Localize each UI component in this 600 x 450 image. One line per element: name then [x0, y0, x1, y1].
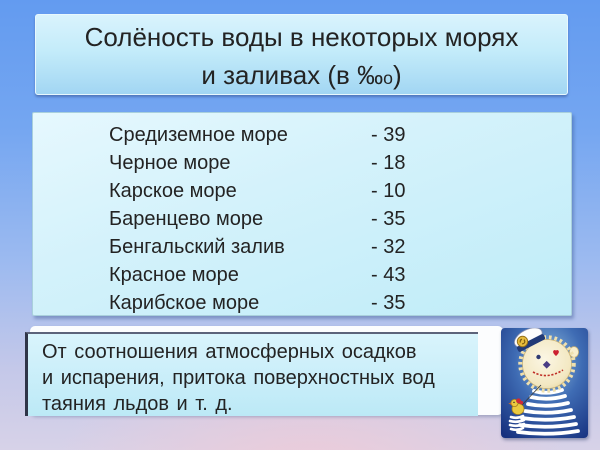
sea-name: Баренцево море: [109, 207, 264, 230]
list-item: Черное море - 18: [109, 149, 571, 177]
sea-value: - 10: [371, 179, 406, 202]
sea-value: - 39: [371, 123, 406, 146]
title-line-2-suffix: ): [392, 60, 402, 90]
sea-name: Бенгальский залив: [109, 235, 285, 258]
title-permille-small-o: о: [383, 68, 393, 88]
salinity-list-box: Средиземное море - 39 Черное море - 18 К…: [32, 112, 572, 316]
sea-value: - 32: [371, 235, 406, 258]
list-item: Карское море - 10: [109, 177, 571, 205]
title-line-1: Солёность воды в некоторых морях: [84, 22, 519, 52]
list-item: Средиземное море - 39: [109, 121, 571, 149]
factors-line-1: От соотношения атмосферных осадков: [42, 341, 417, 363]
list-item: Бенгальский залив - 32: [109, 233, 571, 261]
sea-name: Черное море: [109, 151, 231, 174]
sea-value: - 35: [371, 291, 406, 314]
list-item: Красное море - 43: [109, 261, 571, 289]
factors-line-2: и испарения, притока поверхностных вод: [42, 367, 435, 389]
sea-name: Средиземное море: [109, 123, 288, 146]
sea-name: Карское море: [109, 179, 237, 202]
title-line-2-prefix: и заливах (в ‰: [201, 60, 384, 90]
factors-line-3: таяния льдов и т. д.: [42, 393, 233, 415]
sea-value: - 43: [371, 263, 406, 286]
sea-name: Карибское море: [109, 291, 260, 314]
list-item: Карибское море - 35: [109, 289, 571, 317]
list-item: Баренцево море - 35: [109, 205, 571, 233]
sea-value: - 18: [371, 151, 406, 174]
factors-text-box: От соотношения атмосферных осадков и исп…: [25, 332, 478, 416]
sea-value: - 35: [371, 207, 406, 230]
sailor-cartoon-icon: [501, 328, 588, 438]
slide-title-box: Солёность воды в некоторых морях и залив…: [35, 14, 568, 95]
sea-name: Красное море: [109, 263, 239, 286]
title-line-2: и заливах (в ‰о): [36, 56, 567, 97]
